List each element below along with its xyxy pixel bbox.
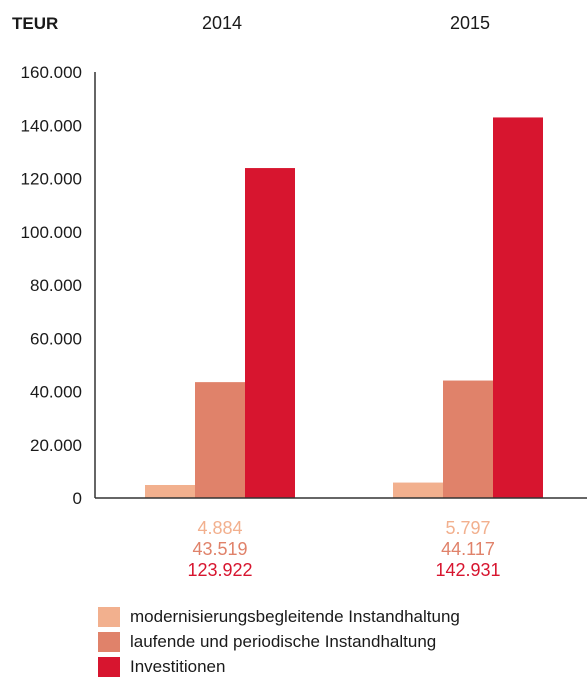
category-label-2015: 2015 bbox=[449, 13, 491, 33]
data-label-2015-laufende: 44.117 bbox=[441, 539, 495, 559]
y-tick-label: 80.000 bbox=[30, 276, 82, 295]
y-tick-label: 0 bbox=[73, 489, 82, 508]
bar-2015-investitionen bbox=[493, 117, 543, 498]
bar-2015-modernisierung bbox=[393, 482, 443, 498]
bar-2014-investitionen bbox=[245, 168, 295, 498]
legend-swatch-modernisierung bbox=[98, 606, 120, 627]
legend-swatch-laufende bbox=[98, 631, 120, 652]
y-tick-label: 100.000 bbox=[21, 223, 82, 242]
data-label-2015-modernisierung: 5.797 bbox=[445, 518, 491, 538]
data-label-2015-investitionen: 142.931 bbox=[435, 560, 501, 580]
data-label-2014-investitionen: 123.922 bbox=[187, 560, 253, 580]
y-tick-label: 60.000 bbox=[30, 329, 82, 348]
legend-label-laufende: laufende und periodische Instandhaltung bbox=[130, 631, 437, 651]
legend: modernisierungsbegleitende Instandhaltun… bbox=[98, 604, 460, 679]
legend-swatch-investitionen bbox=[98, 656, 120, 677]
data-labels-2014: 4.884 43.519 123.922 bbox=[140, 518, 300, 581]
legend-label-modernisierung: modernisierungsbegleitende Instandhaltun… bbox=[130, 606, 460, 626]
legend-item-investitionen: Investitionen bbox=[98, 654, 460, 679]
data-labels-2015: 5.797 44.117 142.931 bbox=[388, 518, 548, 581]
bar-2014-modernisierung bbox=[145, 484, 195, 498]
data-label-2014-modernisierung: 4.884 bbox=[197, 518, 243, 538]
category-label-2014: 2014 bbox=[201, 13, 243, 33]
legend-item-modernisierung: modernisierungsbegleitende Instandhaltun… bbox=[98, 604, 460, 629]
unit-label: TEUR bbox=[12, 14, 59, 33]
bar-2015-laufende bbox=[443, 380, 493, 498]
y-tick-label: 120.000 bbox=[21, 170, 82, 189]
y-tick-label: 20.000 bbox=[30, 436, 82, 455]
y-tick-label: 160.000 bbox=[21, 63, 82, 82]
y-tick-label: 140.000 bbox=[21, 116, 82, 135]
bar-2014-laufende bbox=[195, 382, 245, 498]
legend-item-laufende: laufende und periodische Instandhaltung bbox=[98, 629, 460, 654]
bar-chart: 0 20.000 40.000 60.000 80.000 100.000 120.000 1… bbox=[21, 63, 587, 508]
legend-label-investitionen: Investitionen bbox=[130, 656, 226, 676]
y-tick-label: 40.000 bbox=[30, 383, 82, 402]
data-label-2014-laufende: 43.519 bbox=[192, 539, 248, 559]
